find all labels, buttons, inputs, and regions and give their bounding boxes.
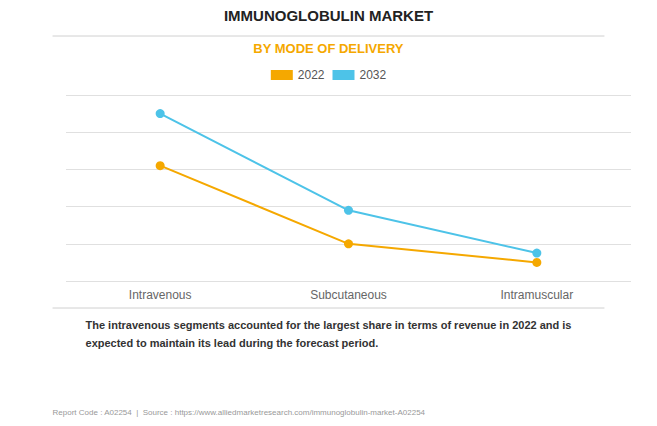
svg-text:expected to maintain its lead: expected to maintain its lead during the… bbox=[86, 337, 379, 349]
svg-text:2022: 2022 bbox=[298, 68, 325, 82]
svg-text:IMMUNOGLOBULIN MARKET: IMMUNOGLOBULIN MARKET bbox=[224, 7, 433, 24]
svg-text:Intravenous: Intravenous bbox=[129, 288, 192, 302]
svg-text:Intramuscular: Intramuscular bbox=[500, 288, 573, 302]
svg-text:Report Code : A02254 | Sourc: Report Code : A02254 | Source : https://… bbox=[53, 408, 426, 417]
svg-text:The intravenous segments accou: The intravenous segments accounted for t… bbox=[86, 319, 572, 331]
svg-text:BY MODE OF DELIVERY: BY MODE OF DELIVERY bbox=[253, 41, 404, 56]
svg-text:2032: 2032 bbox=[360, 68, 387, 82]
svg-text:Subcutaneous: Subcutaneous bbox=[310, 288, 387, 302]
